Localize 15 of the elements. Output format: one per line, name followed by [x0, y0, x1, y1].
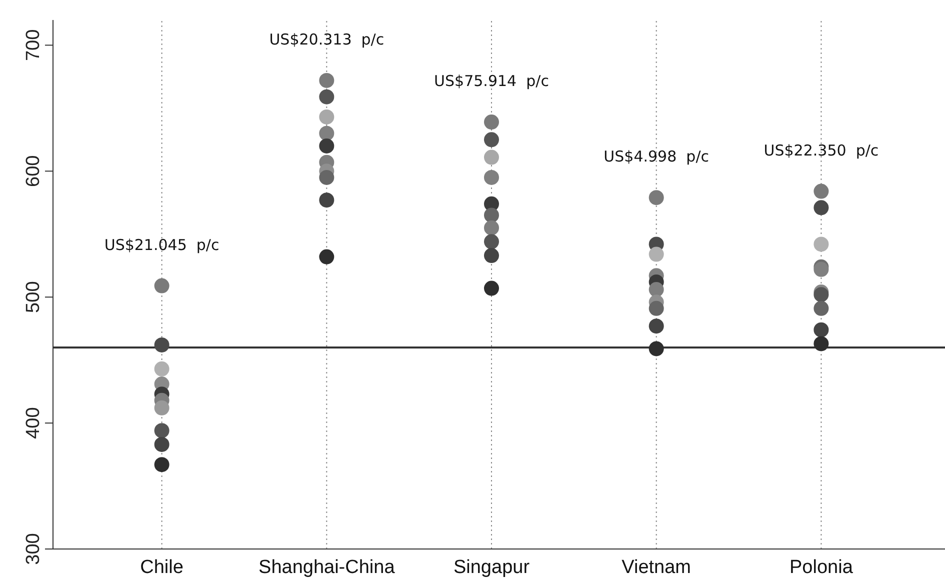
annotation: US$4.998 p/c [604, 148, 710, 166]
y-tick-label: 300 [23, 533, 44, 565]
y-tick-label: 600 [23, 155, 44, 187]
x-tick-label: Singapur [453, 557, 530, 578]
x-tick-label: Polonia [790, 557, 854, 578]
annotation: US$22.350 p/c [764, 141, 879, 160]
x-tick-label: Shanghai-China [258, 557, 396, 578]
x-tick-label: Chile [140, 557, 184, 578]
y-tick-label: 500 [23, 281, 44, 313]
annotation: US$21.045 p/c [104, 236, 220, 254]
y-tick-label: 400 [23, 407, 44, 439]
y-tick-label: 700 [23, 29, 44, 62]
annotation: US$75.914 p/c [434, 72, 549, 90]
annotation: US$20.313 p/c [269, 30, 384, 48]
x-tick-label: Vietnam [622, 557, 692, 578]
